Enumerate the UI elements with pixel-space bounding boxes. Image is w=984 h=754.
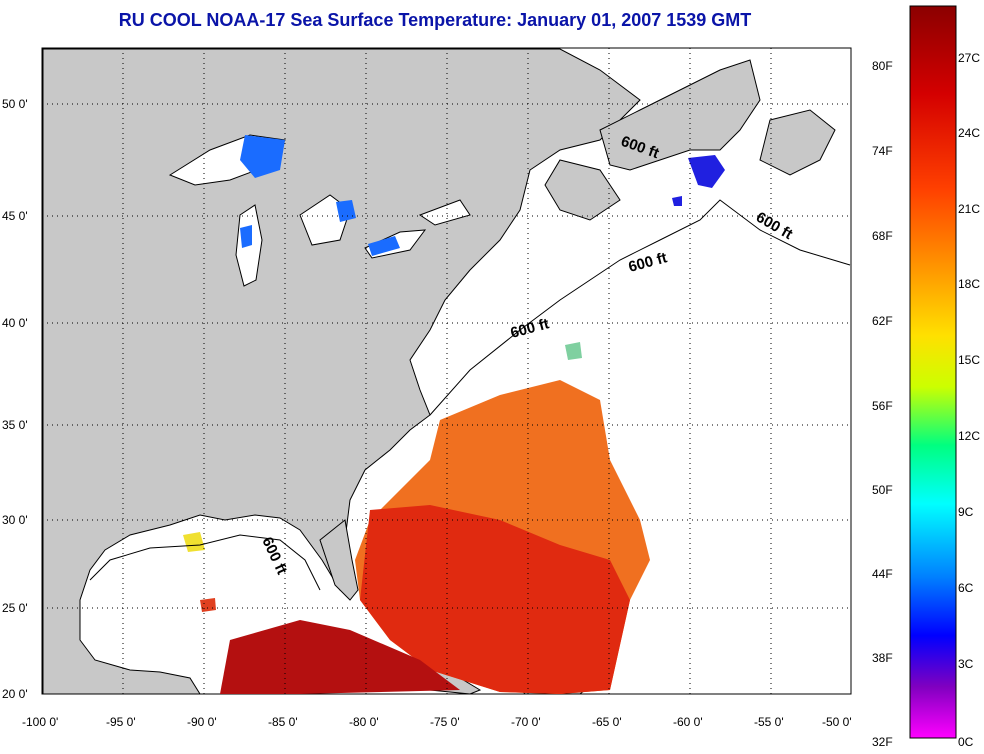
cb-f-label: 56F bbox=[872, 399, 893, 413]
cb-f-label: 74F bbox=[872, 144, 893, 158]
cb-c-label: 3C bbox=[958, 657, 974, 671]
lon-label: -95 0' bbox=[106, 715, 136, 729]
lon-label: -60 0' bbox=[673, 715, 703, 729]
lon-label: -75 0' bbox=[430, 715, 460, 729]
lon-label: -100 0' bbox=[22, 715, 58, 729]
lat-label: 30 0' bbox=[2, 513, 28, 527]
colorbar: 80F 74F 68F 62F 56F 50F 44F 38F 32F 27C … bbox=[872, 5, 980, 749]
lon-label: -70 0' bbox=[511, 715, 541, 729]
cb-c-label: 24C bbox=[958, 126, 980, 140]
cb-c-label: 18C bbox=[958, 277, 980, 291]
cb-f-label: 44F bbox=[872, 567, 893, 581]
cb-c-label: 27C bbox=[958, 51, 980, 65]
cb-f-label: 62F bbox=[872, 314, 893, 328]
lon-label: -85 0' bbox=[268, 715, 298, 729]
lat-label: 45 0' bbox=[2, 209, 28, 223]
lon-label: -80 0' bbox=[349, 715, 379, 729]
latitude-labels: 20 0' 25 0' 30 0' 35 0' 40 0' 45 0' 50 0… bbox=[2, 97, 28, 701]
longitude-labels: -100 0' -95 0' -90 0' -85 0' -80 0' -75 … bbox=[22, 715, 852, 729]
cb-c-label: 21C bbox=[958, 202, 980, 216]
lat-label: 50 0' bbox=[2, 97, 28, 111]
cb-c-label: 12C bbox=[958, 429, 980, 443]
cb-f-label: 38F bbox=[872, 651, 893, 665]
cb-c-label: 6C bbox=[958, 581, 974, 595]
cb-f-label: 50F bbox=[872, 483, 893, 497]
cb-c-label: 0C bbox=[958, 735, 974, 749]
lat-label: 40 0' bbox=[2, 316, 28, 330]
lat-label: 20 0' bbox=[2, 687, 28, 701]
lon-label: -90 0' bbox=[187, 715, 217, 729]
lat-label: 35 0' bbox=[2, 418, 28, 432]
cb-f-label: 68F bbox=[872, 229, 893, 243]
colorbar-gradient bbox=[909, 5, 957, 739]
isobath-600ft bbox=[89, 199, 851, 591]
colorbar-fahrenheit-labels: 80F 74F 68F 62F 56F 50F 44F 38F 32F bbox=[872, 59, 893, 749]
lon-label: -50 0' bbox=[822, 715, 852, 729]
cb-c-label: 15C bbox=[958, 353, 980, 367]
sst-data bbox=[183, 135, 725, 694]
map-title: RU COOL NOAA-17 Sea Surface Temperature:… bbox=[118, 10, 752, 30]
cb-f-label: 32F bbox=[872, 735, 893, 749]
lat-label: 25 0' bbox=[2, 601, 28, 615]
lon-label: -65 0' bbox=[592, 715, 622, 729]
colorbar-celsius-labels: 27C 24C 21C 18C 15C 12C 9C 6C 3C 0C bbox=[958, 51, 980, 749]
cb-f-label: 80F bbox=[872, 59, 893, 73]
lon-label: -55 0' bbox=[754, 715, 784, 729]
cb-c-label: 9C bbox=[958, 505, 974, 519]
